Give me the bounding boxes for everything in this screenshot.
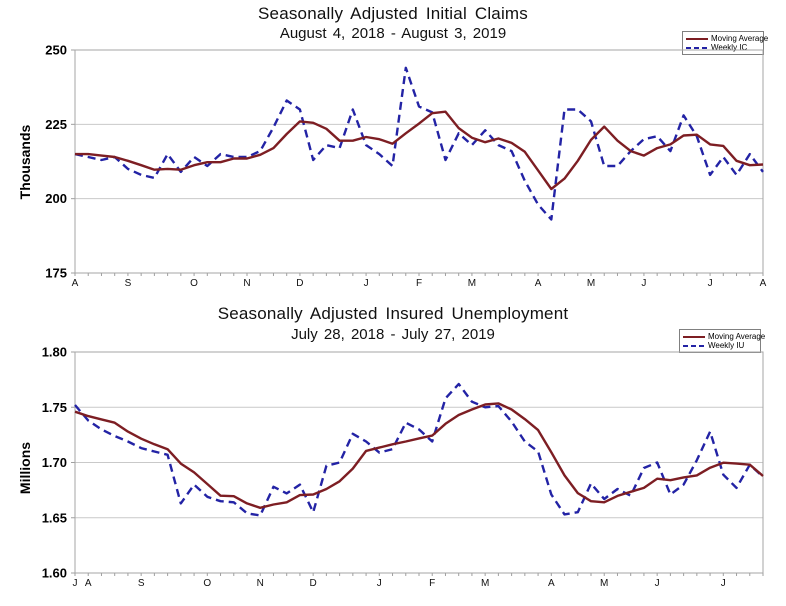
y-axis-tick-label: 250 [45,43,67,58]
x-axis-month-label: J [655,578,660,589]
x-axis-month-label: J [73,578,78,589]
legend-item-moving-average: Moving Average [686,34,768,43]
x-axis-month-label: J [721,578,726,589]
x-axis-month-label: N [257,578,264,589]
y-axis-tick-label: 1.70 [42,455,67,470]
weekly-series-line [74,382,764,517]
insured-unemployment-title: Seasonally Adjusted Insured Unemployment [217,304,569,323]
x-axis-month-label: D [296,278,303,289]
y-axis-tick-label: 1.80 [42,345,67,360]
y-axis-tick-label: 175 [45,266,67,281]
x-axis-month-label: N [243,278,250,289]
x-axis-month-label: S [138,578,145,589]
y-axis-tick-label: 225 [45,117,67,132]
legend-label: Moving Average [711,34,769,43]
x-axis-month-label: A [72,278,79,289]
initial-claims-plot: 250 225 200 175 A S O N D J F M A M J J A [45,43,767,290]
weekly-series-line [74,66,764,221]
x-axis-month-label: A [548,578,555,589]
insured-unemployment-legend: Moving Average Weekly IU [679,329,765,353]
y-axis-tick-label: 1.60 [42,566,67,581]
x-axis-month-label: M [468,278,476,289]
legend-item-weekly-ic: Weekly IC [686,43,760,52]
moving-average-series-line [75,110,764,191]
x-axis-month-label: F [429,578,435,589]
moving-average-series-line [74,402,764,510]
moving-average-line-sample-icon [683,335,705,338]
insured-unemployment-subtitle: July 28, 2018 - July 27, 2019 [291,326,495,343]
x-axis-month-label: A [760,278,767,289]
x-axis-month-label: A [85,578,92,589]
x-axis-month-label: O [190,278,198,289]
x-axis-month-label: M [600,578,608,589]
plot-border [74,49,764,274]
legend-item-weekly-iu: Weekly IU [683,341,757,350]
x-axis-month-label: O [203,578,211,589]
initial-claims-subtitle: August 4, 2018 - August 3, 2019 [279,25,507,42]
y-axis-tick-label: 1.75 [42,400,67,415]
x-axis-month-label: J [641,278,646,289]
y-axis-tick-label: 1.65 [42,510,67,525]
moving-average-line-sample-icon [686,37,708,40]
x-axis-month-label: J [708,278,713,289]
x-axis-month-label: M [481,578,489,589]
legend-label: Moving Average [708,332,766,341]
legend-item-moving-average: Moving Average [683,332,765,341]
x-axis-month-label: S [125,278,132,289]
x-axis-month-label: M [587,278,595,289]
initial-claims-legend: Moving Average Weekly IC [682,31,768,55]
x-axis-month-label: J [377,578,382,589]
weekly-dashed-line-sample-icon [683,344,705,347]
weekly-dashed-line-sample-icon [686,46,708,49]
y-axis-tick-label: 200 [45,191,67,206]
legend-label: Weekly IC [711,43,748,52]
insured-unemployment-plot: 1.801.751.701.651.60J A S O N D J F M A M J J [42,345,764,589]
x-axis-month-label: F [416,278,422,289]
initial-claims-title: Seasonally Adjusted Initial Claims [258,4,528,23]
x-axis-month-label: A [535,278,542,289]
x-axis-month-label: D [310,578,317,589]
legend-label: Weekly IU [708,341,745,350]
x-axis-month-label: J [364,278,369,289]
